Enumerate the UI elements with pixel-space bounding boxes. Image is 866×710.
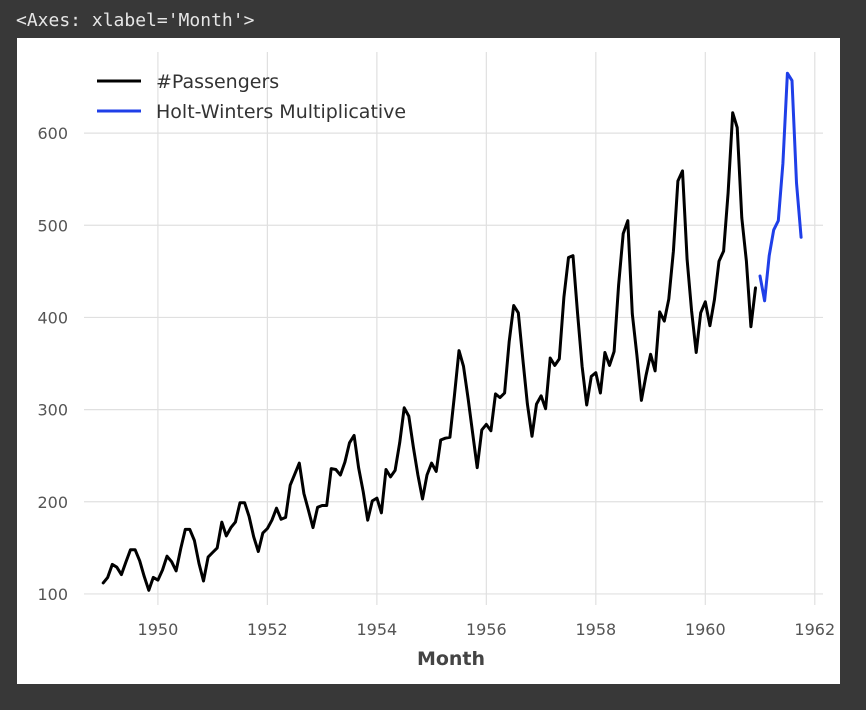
axes-repr-text: <Axes: xlabel='Month'> [16,10,255,31]
x-tick-label: 1954 [357,620,398,639]
x-tick-label: 1952 [247,620,288,639]
series-line-1 [758,71,803,303]
y-tick-label: 200 [37,493,68,512]
chart-legend: #Passengers Holt-Winters Multiplicative [97,71,406,123]
grid-lines [84,52,823,605]
series-lines [101,71,803,592]
legend-label: Holt-Winters Multiplicative [156,101,406,123]
x-tick-labels: 1950 1952 1954 1956 1958 1960 1962 [138,620,836,639]
x-tick-label: 1962 [794,620,835,639]
chart-figure: 1950 1952 1954 1956 1958 1960 1962 100 200 300 40… [17,38,840,684]
x-axis-label: Month [417,648,485,670]
y-tick-label: 500 [37,216,68,235]
x-tick-label: 1960 [685,620,726,639]
x-tick-label: 1956 [466,620,507,639]
x-tick-label: 1950 [138,620,179,639]
x-tick-label: 1958 [575,620,616,639]
y-tick-label: 600 [37,124,68,143]
y-tick-label: 400 [37,308,68,327]
legend-label: #Passengers [156,71,279,93]
y-tick-label: 100 [37,585,68,604]
y-tick-labels: 100 200 300 400 500 600 [37,124,68,604]
line-chart: 1950 1952 1954 1956 1958 1960 1962 100 200 300 40… [37,52,836,670]
y-tick-label: 300 [37,401,68,420]
series-line-0 [101,111,757,592]
